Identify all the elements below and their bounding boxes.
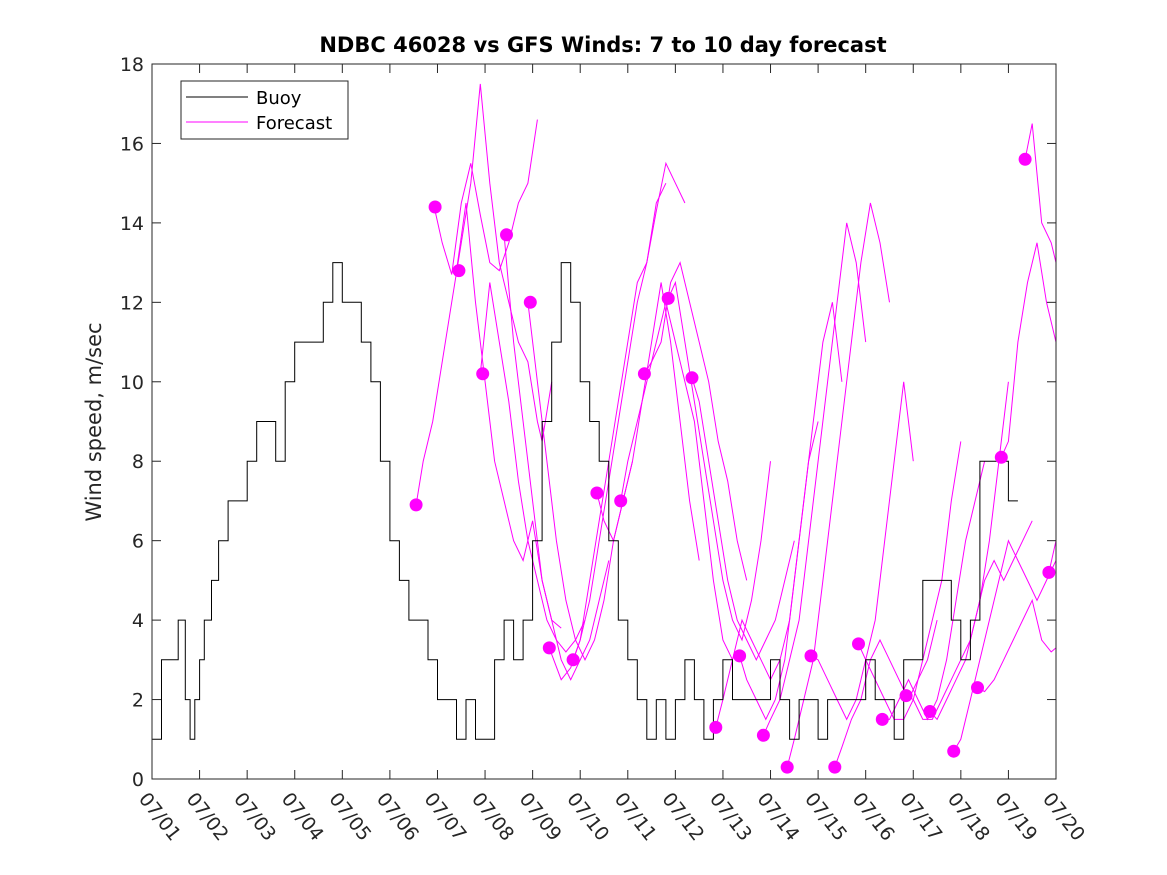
y-tick-label: 12 bbox=[120, 292, 144, 314]
y-axis-label: Wind speed, m/sec bbox=[82, 322, 106, 521]
forecast-point bbox=[409, 498, 423, 512]
forecast-point bbox=[476, 367, 490, 381]
forecast-point bbox=[614, 494, 628, 508]
y-tick-label: 10 bbox=[120, 372, 144, 394]
forecast-point bbox=[661, 291, 675, 305]
forecast-point bbox=[1018, 152, 1032, 166]
y-tick-label: 16 bbox=[120, 133, 144, 155]
forecast-point bbox=[452, 264, 466, 278]
forecast-line-16 bbox=[786, 202, 890, 768]
forecast-point bbox=[542, 641, 556, 655]
y-tick-label: 0 bbox=[132, 769, 144, 791]
forecast-point bbox=[994, 450, 1008, 464]
forecast-point bbox=[500, 228, 513, 242]
forecast-line-15 bbox=[762, 222, 867, 736]
forecast-point bbox=[733, 649, 747, 663]
forecast-point bbox=[804, 649, 818, 663]
forecast-line-9 bbox=[620, 302, 733, 661]
forecast-line-14 bbox=[739, 302, 843, 721]
forecast-point bbox=[590, 486, 604, 500]
forecast-point bbox=[899, 689, 913, 703]
axes-box bbox=[151, 63, 1057, 780]
forecast-line-25 bbox=[1000, 242, 1056, 458]
forecast-point bbox=[637, 367, 651, 381]
forecast-point bbox=[709, 720, 723, 734]
forecast-line-19 bbox=[858, 441, 962, 720]
forecast-line-21 bbox=[905, 381, 1009, 720]
y-tick-label: 2 bbox=[132, 690, 144, 712]
y-tick-label: 4 bbox=[132, 610, 144, 632]
forecast-line-1 bbox=[434, 119, 538, 275]
forecast-point bbox=[852, 637, 865, 651]
forecast-point bbox=[971, 681, 984, 695]
legend-buoy-label: Buoy bbox=[256, 88, 302, 109]
forecast-point bbox=[923, 705, 937, 718]
forecast-point bbox=[1042, 565, 1056, 579]
forecast-point bbox=[875, 712, 889, 726]
forecast-point bbox=[756, 728, 770, 742]
forecast-line-18 bbox=[834, 619, 938, 768]
forecast-point bbox=[523, 295, 537, 309]
forecast-line-0 bbox=[415, 83, 553, 505]
forecast-line-17 bbox=[810, 381, 914, 721]
forecast-line-26 bbox=[1024, 123, 1056, 263]
y-tick-label: 6 bbox=[132, 531, 144, 553]
y-axis-ticks: 0 2 4 6 8 10 12 14 16 18 bbox=[120, 54, 1056, 791]
forecast-point bbox=[685, 371, 699, 385]
forecast-line-23 bbox=[953, 539, 1056, 752]
forecast-points bbox=[409, 152, 1056, 774]
buoy-line bbox=[152, 262, 1018, 740]
forecast-line-4 bbox=[503, 234, 610, 681]
forecast-point bbox=[566, 653, 580, 667]
legend-forecast-label: Forecast bbox=[256, 113, 332, 134]
forecast-line-12 bbox=[691, 377, 795, 661]
forecast-point bbox=[947, 744, 961, 758]
forecast-point bbox=[828, 760, 842, 774]
forecast-point bbox=[780, 760, 794, 774]
y-tick-label: 14 bbox=[120, 213, 144, 235]
legend: Buoy Forecast bbox=[180, 80, 349, 140]
chart-title: NDBC 46028 vs GFS Winds: 7 to 10 day for… bbox=[319, 33, 886, 57]
plot-area bbox=[152, 83, 1056, 768]
legend-box bbox=[180, 80, 349, 140]
forecast-line-7 bbox=[572, 161, 686, 660]
forecast-point bbox=[428, 200, 442, 214]
forecast-line-10 bbox=[643, 261, 748, 581]
forecast-line-11 bbox=[667, 280, 771, 642]
y-tick-label: 8 bbox=[132, 451, 144, 473]
forecast-line-24 bbox=[977, 598, 1056, 693]
y-tick-label: 18 bbox=[120, 54, 144, 76]
